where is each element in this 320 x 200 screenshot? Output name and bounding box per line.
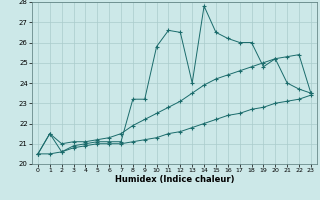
X-axis label: Humidex (Indice chaleur): Humidex (Indice chaleur) [115,175,234,184]
